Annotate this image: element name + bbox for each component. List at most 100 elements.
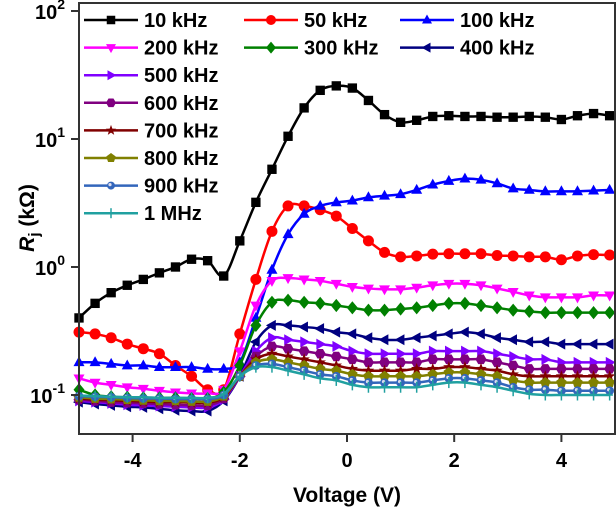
x-tick-label: 0 — [341, 450, 352, 472]
data-point — [89, 378, 101, 389]
legend-item: 700 kHz — [84, 120, 219, 142]
series-200-khz — [73, 274, 616, 400]
data-point — [106, 98, 116, 108]
data-point — [604, 111, 615, 121]
data-point — [571, 338, 582, 350]
data-point — [524, 111, 534, 122]
data-point — [362, 364, 375, 376]
data-point — [459, 172, 471, 183]
data-point — [443, 248, 455, 260]
data-point — [330, 359, 343, 371]
data-point — [491, 332, 501, 344]
data-point — [365, 381, 372, 393]
data-point — [172, 392, 179, 404]
data-point — [443, 174, 455, 185]
y-axis-title-main: R — [16, 236, 39, 252]
data-point — [186, 361, 198, 372]
data-point — [539, 336, 550, 348]
legend-item: 10 kHz — [84, 10, 207, 32]
data-point — [460, 111, 470, 122]
data-point — [606, 389, 613, 401]
data-point — [330, 351, 342, 362]
data-point — [507, 374, 519, 385]
data-point — [105, 381, 117, 391]
data-point — [378, 364, 391, 376]
data-point — [268, 332, 279, 344]
data-point — [266, 276, 278, 287]
data-point — [234, 328, 246, 340]
data-point — [427, 281, 439, 292]
data-point — [298, 346, 310, 356]
data-point — [476, 111, 486, 122]
data-point — [539, 293, 551, 304]
data-point — [105, 332, 117, 344]
data-point — [604, 291, 616, 302]
data-point — [249, 336, 260, 348]
data-point — [298, 353, 310, 365]
data-point — [89, 328, 101, 340]
data-point — [427, 298, 439, 313]
data-point — [491, 370, 503, 381]
series-line — [78, 84, 610, 319]
series-line — [78, 276, 610, 396]
data-point — [140, 391, 147, 403]
legend-item: 300 kHz — [244, 38, 379, 60]
data-point — [604, 306, 616, 320]
data-point — [588, 364, 600, 374]
data-point — [555, 338, 566, 350]
series-line — [78, 344, 610, 408]
data-point — [282, 274, 294, 285]
legend-item: 500 kHz — [84, 65, 219, 87]
data-point — [267, 164, 277, 174]
legend-item: 100 kHz — [400, 10, 535, 32]
x-tick-label: 4 — [556, 450, 568, 472]
data-point — [412, 115, 422, 125]
data-point — [266, 295, 278, 309]
data-point — [363, 95, 374, 106]
data-point — [539, 364, 551, 374]
legend-item: 900 kHz — [84, 176, 219, 198]
data-point — [443, 354, 455, 365]
data-point — [410, 332, 421, 344]
data-point — [298, 295, 310, 309]
legend-label: 300 kHz — [304, 38, 379, 60]
legend-label: 400 kHz — [460, 38, 535, 60]
data-point — [525, 353, 536, 365]
data-point — [268, 361, 276, 373]
data-point — [445, 377, 453, 389]
data-point — [461, 377, 469, 389]
data-point — [284, 334, 295, 346]
data-point — [218, 362, 230, 373]
data-point — [411, 370, 422, 381]
data-point — [524, 377, 535, 388]
data-point — [300, 336, 311, 348]
data-point — [105, 124, 117, 135]
data-point — [523, 364, 535, 374]
data-point — [588, 291, 600, 302]
data-point — [138, 274, 148, 285]
series-line — [78, 177, 610, 371]
data-point — [427, 368, 438, 379]
data-point — [555, 364, 567, 374]
data-point — [428, 345, 439, 357]
data-point — [459, 248, 471, 260]
data-point — [422, 14, 432, 24]
data-point — [330, 298, 342, 313]
data-point — [429, 379, 437, 391]
data-point — [347, 83, 358, 93]
data-point — [603, 338, 614, 350]
data-point — [108, 208, 114, 219]
data-point — [572, 377, 583, 388]
data-point — [571, 306, 583, 320]
data-point — [298, 275, 310, 286]
y-axis: 102 101 100 10-1 — [30, 0, 79, 408]
legend-item: 400 kHz — [400, 38, 535, 60]
data-point — [556, 377, 567, 388]
data-point — [266, 341, 278, 352]
legend-label: 900 kHz — [144, 176, 219, 198]
data-point — [106, 288, 116, 298]
data-point — [137, 359, 149, 370]
data-point — [348, 345, 359, 357]
data-point — [331, 365, 342, 376]
data-point — [266, 225, 278, 237]
